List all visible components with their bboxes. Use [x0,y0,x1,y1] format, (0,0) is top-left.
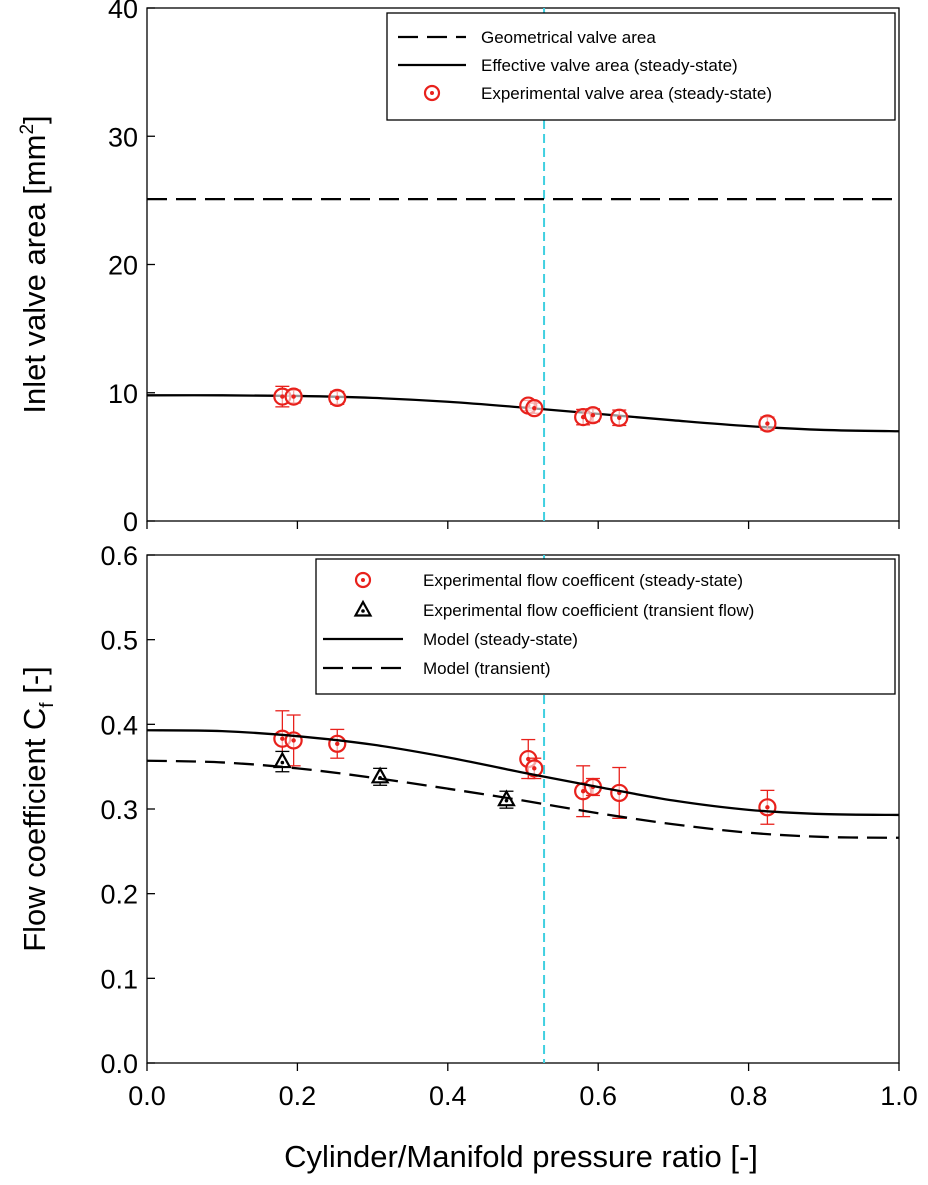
y-tick-label: 0.4 [100,710,138,740]
data-point-center [280,394,285,399]
x-tick-label: 0.0 [128,1081,166,1111]
data-point [272,751,292,769]
legend-label: Experimental flow coefficent (steady-sta… [423,571,743,590]
top-panel-valve-area: 0 10 20 30 40 Inlet valve area [mm2] Geometric… [17,0,900,537]
legend-box [386,12,896,121]
y-tick-label: 0.3 [100,795,138,825]
data-point-center [590,412,596,418]
legend-label: Experimental flow coefficient (transient… [423,601,754,620]
y-tick-label: 0.2 [100,880,138,910]
legend-label: Model (transient) [423,659,551,678]
y-axis-title: Flow coefficient Cf [-] [17,666,58,952]
legend-swatch-center [361,609,365,613]
data-point-center [765,805,770,810]
legend-swatch-center [430,91,434,95]
x-tick-label: 0.2 [279,1081,317,1111]
data-point-center [532,766,537,771]
legend-label: Model (steady-state) [423,630,578,649]
y-tick-label: 40 [108,0,138,24]
data-point-center [291,738,296,743]
legend-box [315,558,896,695]
x-tick-label: 0.4 [429,1081,467,1111]
legend-swatch-center [361,578,365,582]
data-point-center [280,760,285,765]
x-axis-title: Cylinder/Manifold pressure ratio [-] [284,1139,758,1174]
series-line [146,759,900,839]
series-line [146,729,900,817]
legend-label: Effective valve area (steady-state) [481,56,738,75]
x-tick-label: 1.0 [880,1081,918,1111]
data-point-center [280,736,285,741]
data-point-center [291,394,296,399]
y-tick-label: 0.5 [100,626,138,656]
data-point-center [532,405,537,411]
y-tick-label: 0 [123,507,138,537]
y-tick-label: 30 [108,122,138,152]
legend-label: Experimental valve area (steady-state) [481,84,772,103]
data-point-center [580,789,586,794]
y-tick-label: 20 [108,251,138,281]
bottom-panel-flow-coefficient: 0.0 0.1 0.2 0.3 0.4 0.5 0.6 0.0 0.2 0.4 0.6 0.8 1.0 F… [17,541,918,1111]
y-tick-label: 0.6 [100,541,138,571]
y-tick-label: 0.0 [100,1049,138,1079]
data-point-center [765,421,770,426]
data-point-center [504,798,509,803]
x-tick-label: 0.6 [579,1081,617,1111]
legend-label: Geometrical valve area [481,28,656,47]
data-point-center [617,415,622,420]
y-tick-label: 0.1 [100,964,138,994]
y-axis-title: Inlet valve area [mm2] [17,115,52,413]
data-point-center [335,395,340,401]
legend-swatch [353,599,373,617]
x-tick-label: 0.8 [730,1081,768,1111]
data-point-center [335,741,340,747]
y-tick-label: 10 [108,379,138,409]
